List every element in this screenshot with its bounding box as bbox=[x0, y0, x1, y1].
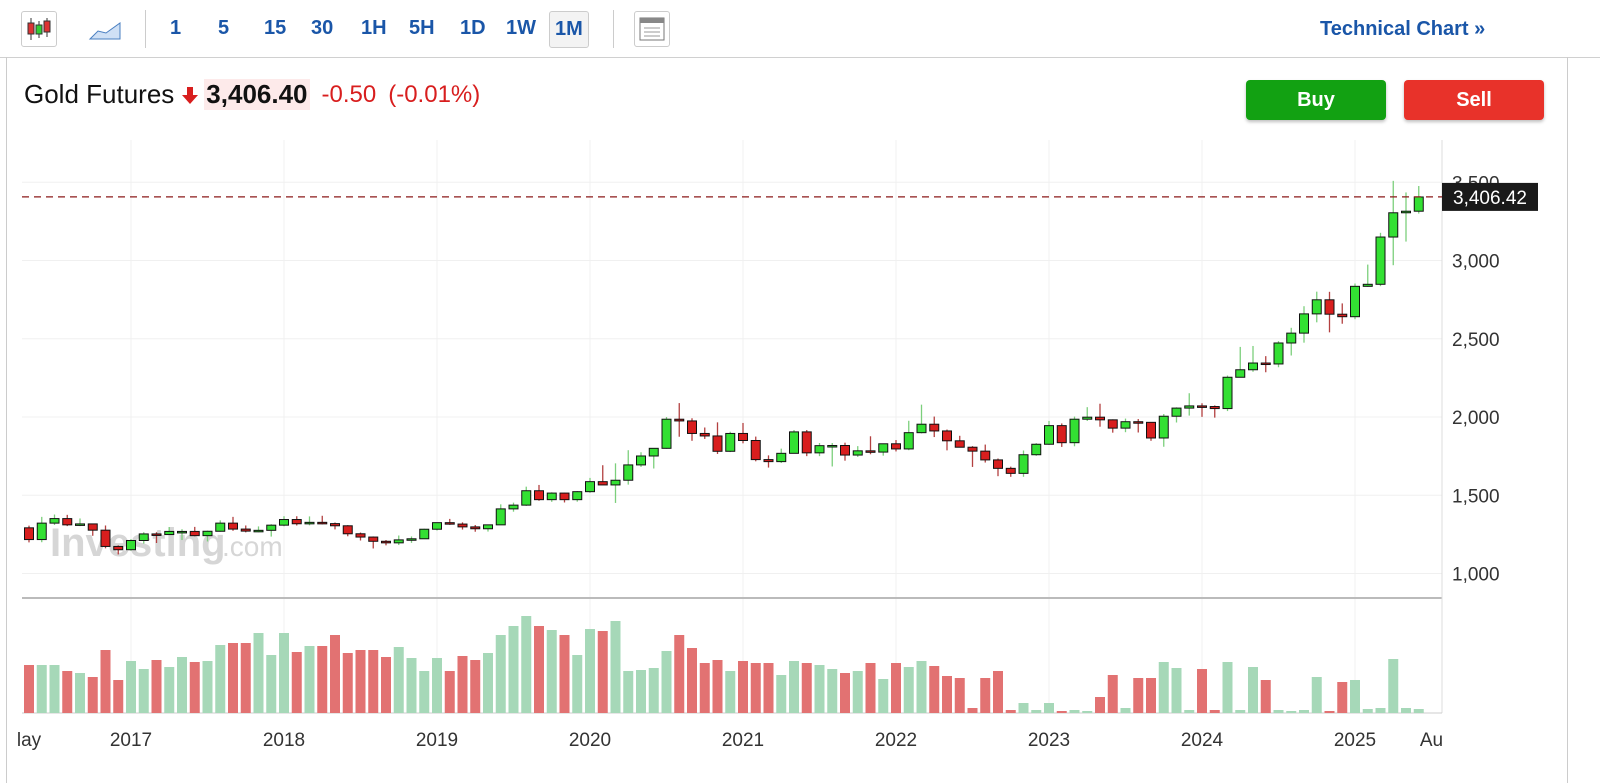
interval-button[interactable]: 30 bbox=[311, 17, 334, 39]
quote-header: Gold Futures 3,406.40 -0.50 (-0.01%) bbox=[24, 79, 480, 110]
icon bbox=[27, 18, 51, 40]
separator bbox=[145, 10, 146, 48]
technical-chart-link[interactable]: Technical Chart » bbox=[1320, 18, 1486, 40]
last-price: 3,406.40 bbox=[204, 79, 310, 110]
instrument-name: Gold Futures bbox=[24, 79, 175, 109]
interval-button[interactable]: 5 bbox=[218, 17, 230, 39]
candlestick-icon[interactable] bbox=[21, 11, 57, 47]
price-change-pct: (-0.01%) bbox=[388, 80, 481, 108]
interval-button[interactable]: 15 bbox=[264, 17, 287, 39]
interval-button[interactable]: 1W bbox=[506, 17, 536, 39]
interval-button[interactable]: 5H bbox=[409, 17, 435, 39]
interval-button[interactable]: 1H bbox=[361, 17, 387, 39]
layout-icon[interactable] bbox=[634, 11, 670, 47]
interval-button[interactable]: 1M bbox=[549, 11, 589, 48]
interval-button[interactable]: 1D bbox=[460, 17, 486, 39]
chart-card bbox=[6, 57, 1568, 783]
toolbar: 1 5 15 30 1H 5H 1D 1W 1M Technical Chart » bbox=[0, 0, 1600, 58]
price-change: -0.50 bbox=[321, 80, 377, 108]
down-arrow bbox=[182, 86, 199, 104]
buy-button[interactable]: Buy bbox=[1246, 80, 1386, 120]
separator bbox=[613, 10, 614, 48]
interval-button[interactable]: 1 bbox=[170, 17, 182, 39]
area-icon[interactable] bbox=[88, 17, 124, 43]
icon bbox=[639, 17, 665, 41]
sell-button[interactable]: Sell bbox=[1404, 80, 1544, 120]
